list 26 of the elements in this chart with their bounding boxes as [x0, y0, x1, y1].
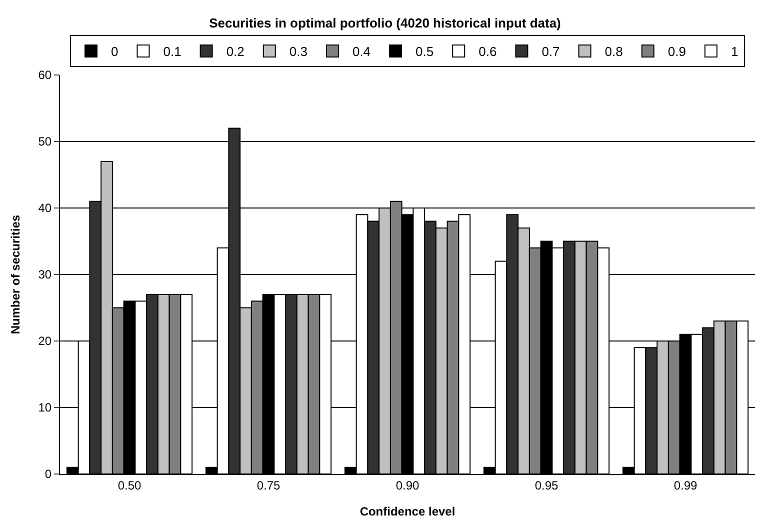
legend-label: 0.5: [416, 44, 434, 60]
y-tick-label: 50: [38, 134, 52, 149]
legend-label: 0.6: [478, 44, 497, 60]
x-tick-label: 0.99: [674, 478, 698, 492]
y-tick-label: 0: [44, 467, 52, 482]
y-tick-label: 20: [38, 334, 52, 348]
chart-title: Securities in optimal portfolio (4020 historical input data): [209, 16, 561, 31]
x-tick-label: 0.90: [396, 478, 420, 492]
y-axis-title: Number of securities: [8, 214, 23, 334]
legend-label: 0.1: [163, 44, 182, 60]
legend-label: 0.9: [668, 44, 686, 60]
legend-label: 0.3: [289, 44, 308, 60]
x-axis-title: Confidence level: [360, 504, 456, 518]
legend-label: 1: [730, 44, 738, 60]
x-tick-label: 0.50: [118, 478, 142, 492]
y-tick-label: 30: [38, 268, 52, 282]
legend-label: 0.8: [604, 44, 623, 60]
y-tick-label: 10: [38, 400, 52, 415]
x-tick-label: 0.75: [256, 478, 280, 492]
legend-label: 0.7: [542, 44, 560, 60]
y-tick-label: 60: [38, 68, 52, 82]
x-tick-label: 0.95: [534, 478, 558, 492]
y-tick-label: 40: [38, 201, 52, 216]
legend-label: 0: [111, 44, 118, 60]
legend-label: 0.2: [226, 44, 244, 60]
legend-label: 0.4: [352, 44, 371, 60]
